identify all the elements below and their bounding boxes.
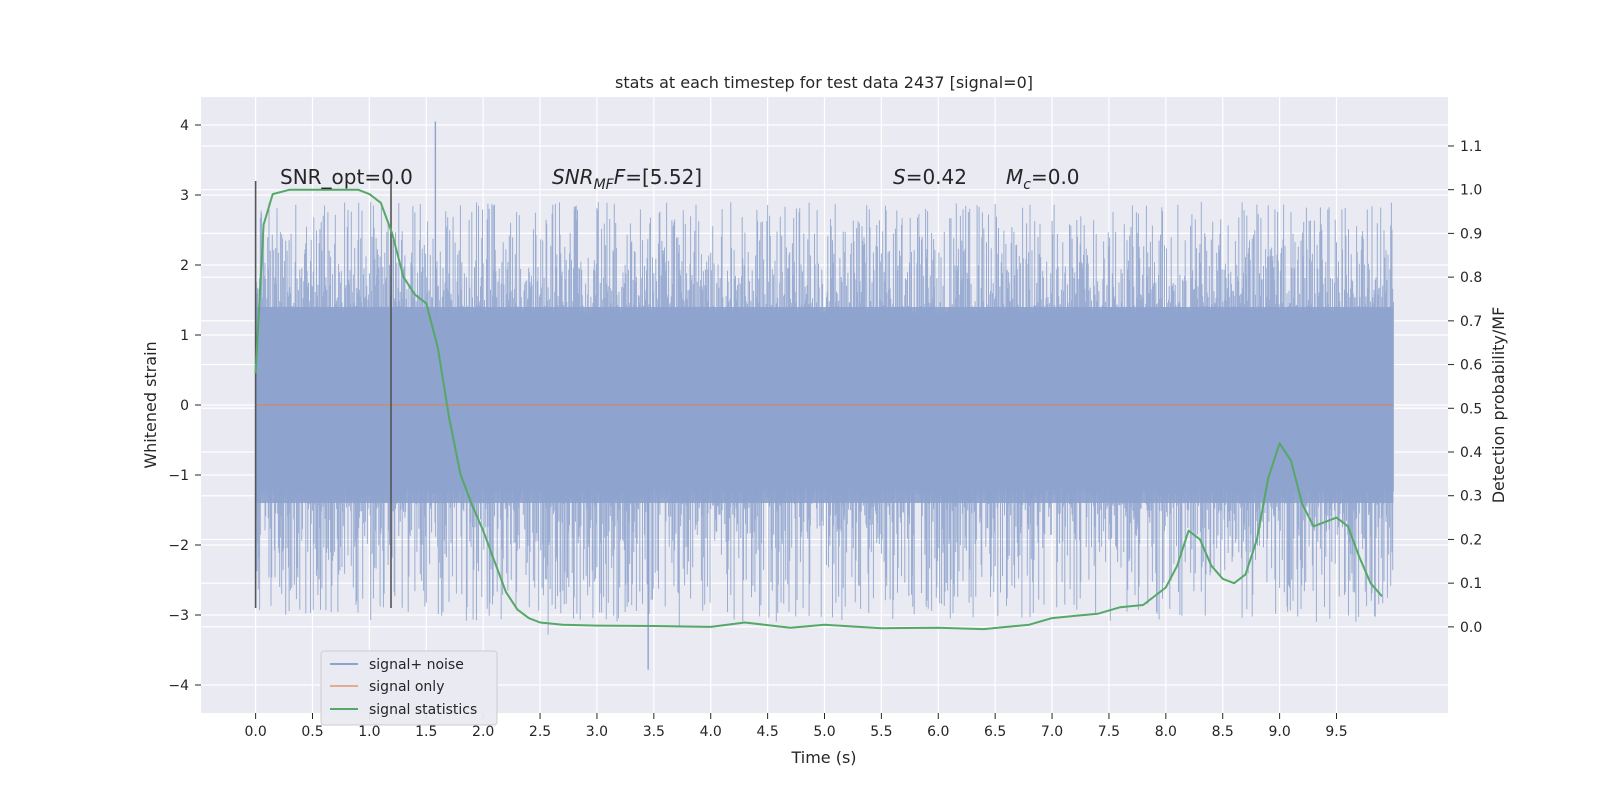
vertical-markers xyxy=(254,181,392,608)
annotation-s: S=0.42 xyxy=(893,165,967,189)
x-tick-label: 3.5 xyxy=(643,724,665,740)
y-right-tick-label: 0.6 xyxy=(1460,358,1482,374)
legend-box xyxy=(320,650,498,726)
annotation-snr-mf-main: SNR xyxy=(552,165,594,189)
x-tick-label: 1.0 xyxy=(358,724,380,740)
y-left-tick-label: 0 xyxy=(180,398,189,414)
x-tick-label: 9.5 xyxy=(1325,724,1347,740)
x-tick-label: 2.0 xyxy=(472,724,494,740)
x-tick-label: 5.5 xyxy=(870,724,892,740)
legend-label-statistics: signal statistics xyxy=(369,702,477,718)
x-tick-label: 5.0 xyxy=(813,724,835,740)
y-left-tick-label: −1 xyxy=(168,468,189,484)
y-right-tick-label: 0.5 xyxy=(1460,401,1482,417)
y-right-tick-label: 0.9 xyxy=(1460,226,1482,242)
legend-label-noise: signal+ noise xyxy=(369,657,464,673)
y-right-tick-label: 0.4 xyxy=(1460,445,1482,461)
y-axis-left-label: Whitened strain xyxy=(141,341,160,468)
x-axis-label: Time (s) xyxy=(790,748,856,767)
signal-statistics-line xyxy=(254,188,1383,631)
x-tick-label: 9.0 xyxy=(1268,724,1290,740)
y-left-tick-label: 1 xyxy=(180,328,189,344)
x-tick-label: 0.0 xyxy=(244,724,266,740)
y-right-tick-label: 0.7 xyxy=(1460,314,1482,330)
x-tick-label: 8.0 xyxy=(1155,724,1177,740)
y-right-tick-label: 0.1 xyxy=(1460,576,1482,592)
y-axis-right-ticks: 1.1 1.0 0.9 0.8 0.7 0.6 0.5 0.4 0.3 0.2 0.1 0.0 xyxy=(1448,139,1482,636)
y-right-tick-label: 0.3 xyxy=(1460,489,1482,505)
y-right-tick-label: 0.2 xyxy=(1460,532,1482,548)
y-right-tick-label: 1.0 xyxy=(1460,183,1482,199)
x-tick-label: 8.5 xyxy=(1212,724,1234,740)
y-left-tick-label: 4 xyxy=(180,118,189,134)
y-right-tick-label: 0.0 xyxy=(1460,620,1482,636)
x-tick-label: 3.0 xyxy=(586,724,608,740)
x-tick-label: 4.5 xyxy=(756,724,778,740)
annotation-snr-mf: SNRMFF=[5.52] xyxy=(552,165,702,193)
x-tick-label: 0.5 xyxy=(301,724,323,740)
x-tick-label: 7.5 xyxy=(1098,724,1120,740)
x-tick-label: 6.5 xyxy=(984,724,1006,740)
annotation-snr-opt: SNR_opt=0.0 xyxy=(280,165,413,189)
y-left-tick-label: −2 xyxy=(168,538,189,554)
annotation-mc: Mc=0.0 xyxy=(1006,165,1080,193)
legend-label-signal-only: signal only xyxy=(369,679,444,695)
annotation-snr-mf-sub: MF xyxy=(594,177,615,193)
y-left-tick-label: 2 xyxy=(180,258,189,274)
x-axis-ticks: 0.0 0.5 1.0 1.5 2.0 2.5 3.0 3.5 4.0 4.5 5.0 5.5 6.0 6… xyxy=(244,713,1348,740)
y-left-tick-label: −4 xyxy=(168,678,189,694)
legend: signal+ noise signal only signal statist… xyxy=(320,650,498,726)
y-right-tick-label: 1.1 xyxy=(1460,139,1482,155)
x-tick-label: 1.5 xyxy=(415,724,437,740)
x-tick-label: 4.0 xyxy=(700,724,722,740)
y-left-tick-label: −3 xyxy=(168,608,189,624)
x-tick-label: 2.5 xyxy=(529,724,551,740)
signal-statistics-series xyxy=(254,188,1383,631)
x-tick-label: 7.0 xyxy=(1041,724,1063,740)
y-left-tick-label: 3 xyxy=(180,188,189,204)
x-tick-label: 6.0 xyxy=(927,724,949,740)
chart-title: stats at each timestep for test data 243… xyxy=(615,73,1033,92)
y-axis-left-ticks: 4 3 2 1 0 −1 −2 −3 −4 xyxy=(168,118,201,694)
y-axis-right-label: Detection probability/MF xyxy=(1489,307,1508,504)
y-right-tick-label: 0.8 xyxy=(1460,270,1482,286)
annotation-snr-mf-value: =[5.52] xyxy=(625,165,702,189)
